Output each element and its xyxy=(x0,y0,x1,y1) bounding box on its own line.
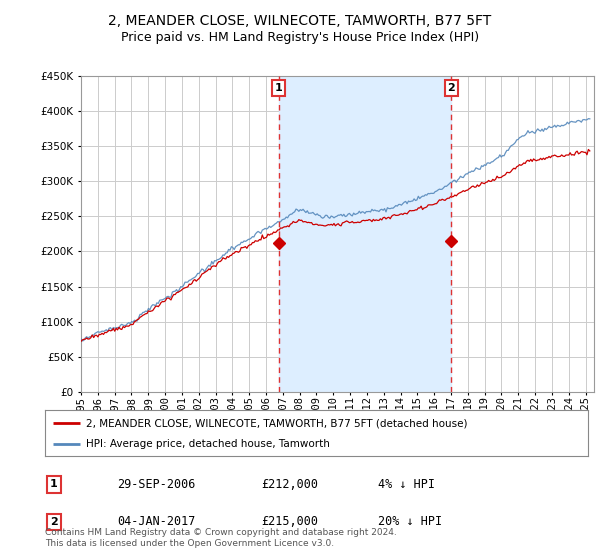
Text: 2: 2 xyxy=(448,83,455,94)
Text: 04-JAN-2017: 04-JAN-2017 xyxy=(117,515,196,529)
Text: £215,000: £215,000 xyxy=(261,515,318,529)
Text: 2, MEANDER CLOSE, WILNECOTE, TAMWORTH, B77 5FT: 2, MEANDER CLOSE, WILNECOTE, TAMWORTH, B… xyxy=(109,14,491,28)
Text: Price paid vs. HM Land Registry's House Price Index (HPI): Price paid vs. HM Land Registry's House … xyxy=(121,31,479,44)
Text: 2: 2 xyxy=(50,517,58,527)
Text: 1: 1 xyxy=(50,479,58,489)
Text: 2, MEANDER CLOSE, WILNECOTE, TAMWORTH, B77 5FT (detached house): 2, MEANDER CLOSE, WILNECOTE, TAMWORTH, B… xyxy=(86,418,467,428)
Text: 4% ↓ HPI: 4% ↓ HPI xyxy=(378,478,435,491)
Bar xyxy=(278,76,451,392)
Text: £212,000: £212,000 xyxy=(261,478,318,491)
Text: 20% ↓ HPI: 20% ↓ HPI xyxy=(378,515,442,529)
Text: 29-SEP-2006: 29-SEP-2006 xyxy=(117,478,196,491)
Text: Contains HM Land Registry data © Crown copyright and database right 2024.
This d: Contains HM Land Registry data © Crown c… xyxy=(45,528,397,548)
Text: HPI: Average price, detached house, Tamworth: HPI: Average price, detached house, Tamw… xyxy=(86,438,329,449)
Text: 1: 1 xyxy=(275,83,283,94)
